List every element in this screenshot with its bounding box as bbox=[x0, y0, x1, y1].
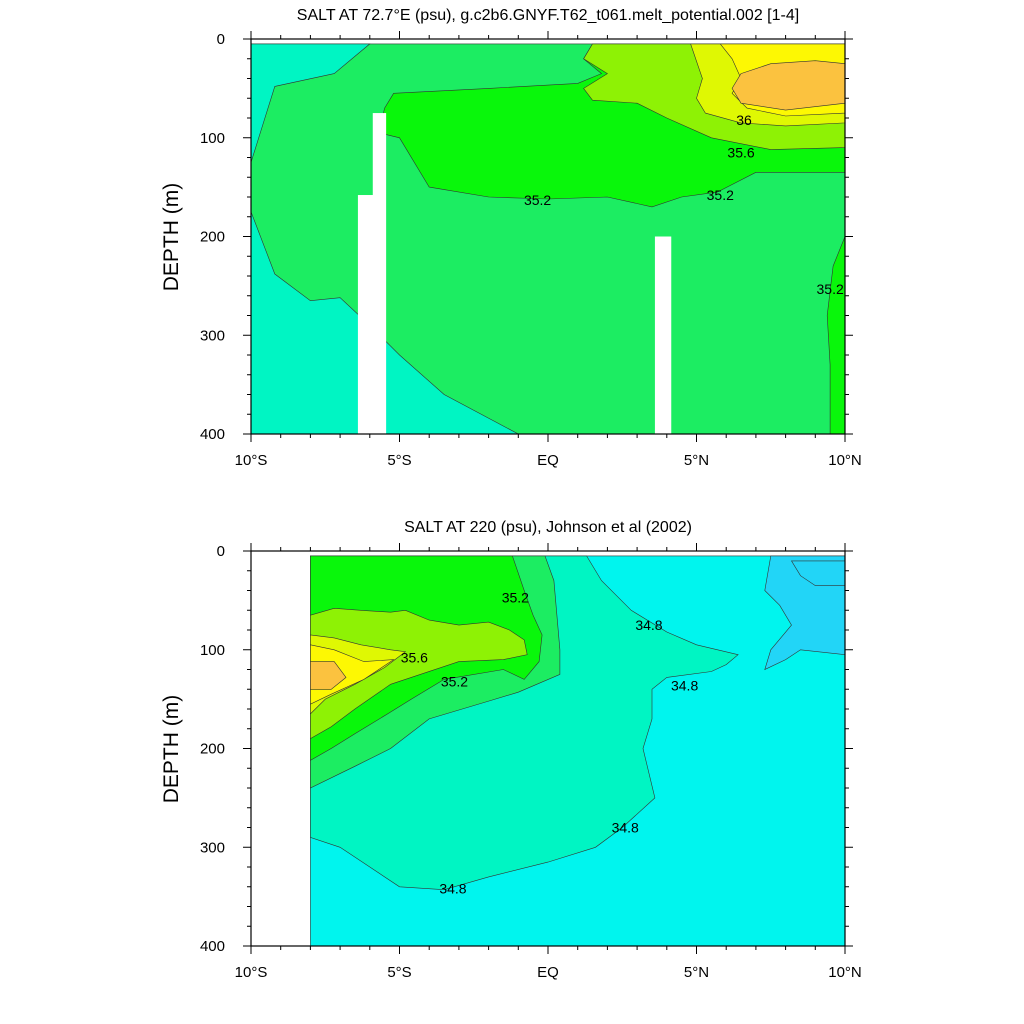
y-tick-label: 300 bbox=[200, 839, 225, 856]
panel-johnson: SALT AT 220 (psu), Johnson et al (2002) … bbox=[160, 519, 862, 981]
contour-region bbox=[790, 560, 846, 586]
x-tick-label: 5°N bbox=[684, 964, 709, 981]
y-axis-label: DEPTH (m) bbox=[160, 183, 183, 292]
y-tick-label: 400 bbox=[200, 938, 225, 955]
y-tick-label: 300 bbox=[200, 327, 225, 344]
contour-region bbox=[310, 607, 528, 740]
x-tick-label: EQ bbox=[537, 964, 559, 981]
contour-label: 34.8 bbox=[439, 881, 466, 897]
x-axis: 10°S 5°S EQ 5°N 10°N bbox=[235, 543, 862, 981]
contour-label: 34.8 bbox=[635, 617, 662, 633]
x-axis: 10°S 5°S EQ 5°N 10°N bbox=[235, 31, 862, 469]
y-tick-label: 200 bbox=[200, 229, 225, 246]
x-tick-label: 10°S bbox=[235, 452, 268, 469]
plot-area: 35.2 34.8 35.6 35.2 34.8 34.8 34.8 bbox=[310, 555, 846, 947]
contour-region bbox=[310, 661, 347, 690]
panel-model: SALT AT 72.7°E (psu), g.c2b6.GNYF.T62_t0… bbox=[160, 7, 862, 469]
contour-label: 35.2 bbox=[524, 192, 551, 208]
y-tick-label: 100 bbox=[200, 130, 225, 147]
panel-title: SALT AT 72.7°E (psu), g.c2b6.GNYF.T62_t0… bbox=[297, 7, 799, 24]
x-tick-label: 10°N bbox=[828, 452, 862, 469]
missing-data-column bbox=[654, 236, 672, 434]
missing-data-column bbox=[372, 113, 387, 434]
contour-label: 36 bbox=[736, 112, 752, 128]
x-tick-label: 5°N bbox=[684, 452, 709, 469]
contour-label: 35.2 bbox=[707, 187, 734, 203]
contour-label: 34.8 bbox=[612, 820, 639, 836]
y-axis: 0 100 200 300 400 bbox=[200, 543, 853, 955]
contour-label: 35.2 bbox=[441, 673, 468, 689]
y-axis: 0 100 200 300 400 bbox=[200, 31, 853, 443]
y-tick-label: 200 bbox=[200, 741, 225, 758]
contour-label: 34.8 bbox=[671, 677, 698, 693]
panel-title: SALT AT 220 (psu), Johnson et al (2002) bbox=[404, 519, 692, 536]
y-axis-label: DEPTH (m) bbox=[160, 695, 183, 804]
x-tick-label: 5°S bbox=[387, 964, 411, 981]
x-tick-label: EQ bbox=[537, 452, 559, 469]
y-tick-label: 400 bbox=[200, 426, 225, 443]
contour-label: 35.2 bbox=[502, 589, 529, 605]
y-tick-label: 0 bbox=[217, 31, 225, 48]
contour-label: 35.6 bbox=[727, 145, 754, 161]
plot-area: 36 35.6 35.2 35.2 35.2 bbox=[250, 43, 846, 435]
x-tick-label: 5°S bbox=[387, 452, 411, 469]
contour-label: 35.2 bbox=[817, 281, 844, 297]
x-tick-label: 10°S bbox=[235, 964, 268, 981]
y-tick-label: 0 bbox=[217, 543, 225, 560]
y-tick-label: 100 bbox=[200, 642, 225, 659]
x-tick-label: 10°N bbox=[828, 964, 862, 981]
contour-label: 35.6 bbox=[401, 650, 428, 666]
